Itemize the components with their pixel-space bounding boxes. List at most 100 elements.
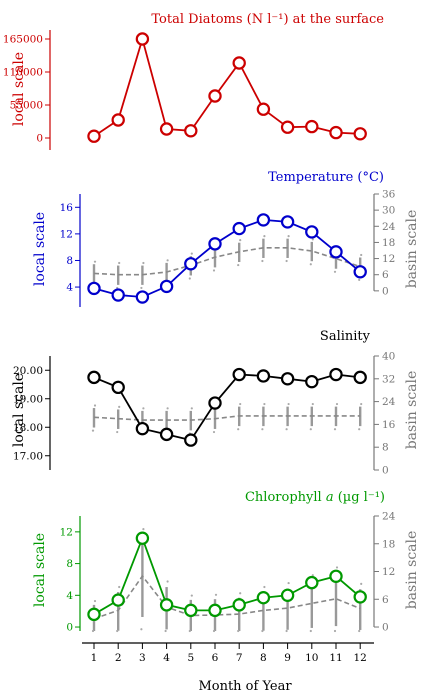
chlorophyll-basin-outlier [212,629,216,633]
temperature-point [184,257,198,271]
chlorophyll-basin-outlier [311,574,314,577]
salinity-right-tick-label: 24 [382,396,396,408]
chlorophyll-right-tick-label: 6 [382,594,389,606]
salinity-point [353,370,367,385]
diatom-panel-title: Total Diatoms (N l⁻¹) at the surface [151,12,384,27]
salinity-basin-outlier [190,407,193,410]
chlorophyll-point [111,593,125,607]
temperature-right-tick-label: 30 [382,205,395,217]
chlorophyll-point [305,575,319,590]
temperature-ylabel: local scale [32,212,48,286]
chlorophyll-panel: 0 4 8 12 0 6 12 18 24 [60,511,396,634]
temperature-right-tick-label: 0 [382,285,389,297]
temperature-left-tick-label: 12 [60,228,73,240]
chlorophyll-point [232,598,246,612]
chlorophyll-point [280,588,295,603]
temperature-basin-outlier [93,260,97,263]
salinity-panel: 17.00 18.00 19.00 20.00 0 8 16 24 32 40 [13,351,396,477]
chlorophyll-basin-outlier [91,629,95,633]
temperature-basin-outlier [358,278,361,281]
salinity-right-tick-label: 8 [382,442,389,454]
temperature-point [208,237,222,251]
salinity-point [184,433,198,447]
salinity-ylabel-right: basin scale [404,371,420,450]
temperature-point [305,225,319,239]
chlorophyll-basin-outlier [116,629,119,633]
x-tick-label: 11 [329,652,342,664]
chlorophyll-ylabel-right: basin scale [404,531,420,610]
salinity-basin-outlier [358,428,361,431]
x-tick-label: 8 [260,652,267,664]
diatoms-left-tick-label: 0 [36,133,43,145]
chlorophyll-point [329,569,343,583]
salinity-line [93,373,361,442]
chlorophyll-left-tick-label: 8 [66,558,73,570]
salinity-panel-title: Salinity [320,329,371,344]
x-tick-label: 1 [91,652,98,664]
temperature-basin-outlier [212,269,216,272]
temperature-basin-outlier [311,238,314,241]
temperature-basin-outlier [142,261,145,265]
salinity-ylabel: local scale [11,373,27,447]
diatoms-left-tick-label: 55000 [10,100,43,112]
temperature-point [256,213,271,227]
salinity-right-tick-label: 40 [382,351,395,363]
chlorophyll-basin-outlier [285,629,288,633]
chlorophyll-basin-outlier [239,592,242,595]
chlorophyll-right-tick-label: 24 [382,511,396,523]
chlorophyll-left-tick-label: 12 [60,526,73,538]
temperature-line [93,218,361,298]
chlorophyll-basin-line [93,574,361,620]
chlorophyll-point [135,531,150,545]
chlorophyll-ylabel: local scale [32,533,48,607]
chlorophyll-basin-outlier [261,629,264,633]
salinity-basin-outlier [360,402,363,406]
salinity-basin-outlier [335,402,339,406]
temperature-ylabel-right: basin scale [404,210,420,289]
temperature-point [280,215,295,229]
chlorophyll-title-after: (µg l⁻¹) [334,490,385,505]
diatoms-point [111,113,125,127]
salinity-point [256,369,271,383]
chlorophyll-point [184,603,198,618]
salinity-point [208,396,222,410]
diatoms-point [280,120,295,134]
temperature-basin-outlier [190,252,193,255]
salinity-point [280,372,295,386]
temperature-basin-line [93,247,361,276]
salinity-basin-outlier [333,428,337,431]
chlorophyll-point [256,590,271,605]
chlorophyll-basin-outlier [166,580,169,583]
temperature-basin-outlier [237,263,240,267]
temperature-basin-outlier [287,235,290,238]
diatoms-point [329,125,343,140]
salinity-basin-outlier [116,430,119,434]
chlorophyll-basin-outlier [237,629,240,633]
temperature-basin-outlier [360,253,363,257]
chlorophyll-basin-outlier [309,629,312,633]
chlorophyll-basin-outlier [358,629,361,633]
chlorophyll-right-tick-label: 0 [382,622,389,634]
chlorophyll-left-tick-label: 0 [66,622,73,634]
temperature-right-tick-label: 12 [382,253,395,265]
temperature-point [232,221,246,236]
diatoms-left-tick-label: 165000 [3,34,43,46]
chlorophyll-basin-outlier [335,566,339,569]
salinity-right-tick-label: 32 [382,373,395,385]
temperature-right-tick-label: 6 [382,269,389,281]
chlorophyll-line [93,535,361,616]
salinity-left-tick-label: 17.00 [13,450,43,462]
x-tick-label: 10 [305,652,318,664]
temperature-panel-title: Temperature (°C) [268,170,384,185]
x-tick-label: 12 [354,652,367,664]
temperature-right-tick-label: 18 [382,237,395,249]
temperature-point [87,281,101,296]
temperature-left-tick-label: 4 [66,282,73,294]
salinity-basin-outlier [285,428,288,431]
chlorophyll-basin-outlier [164,629,167,633]
chlorophyll-title-italic: a [326,490,334,505]
diatoms-point [305,119,319,134]
diatoms-panel: 0 55000 110000 165000 [3,30,367,150]
chlorophyll-basin-outlier [360,582,363,585]
